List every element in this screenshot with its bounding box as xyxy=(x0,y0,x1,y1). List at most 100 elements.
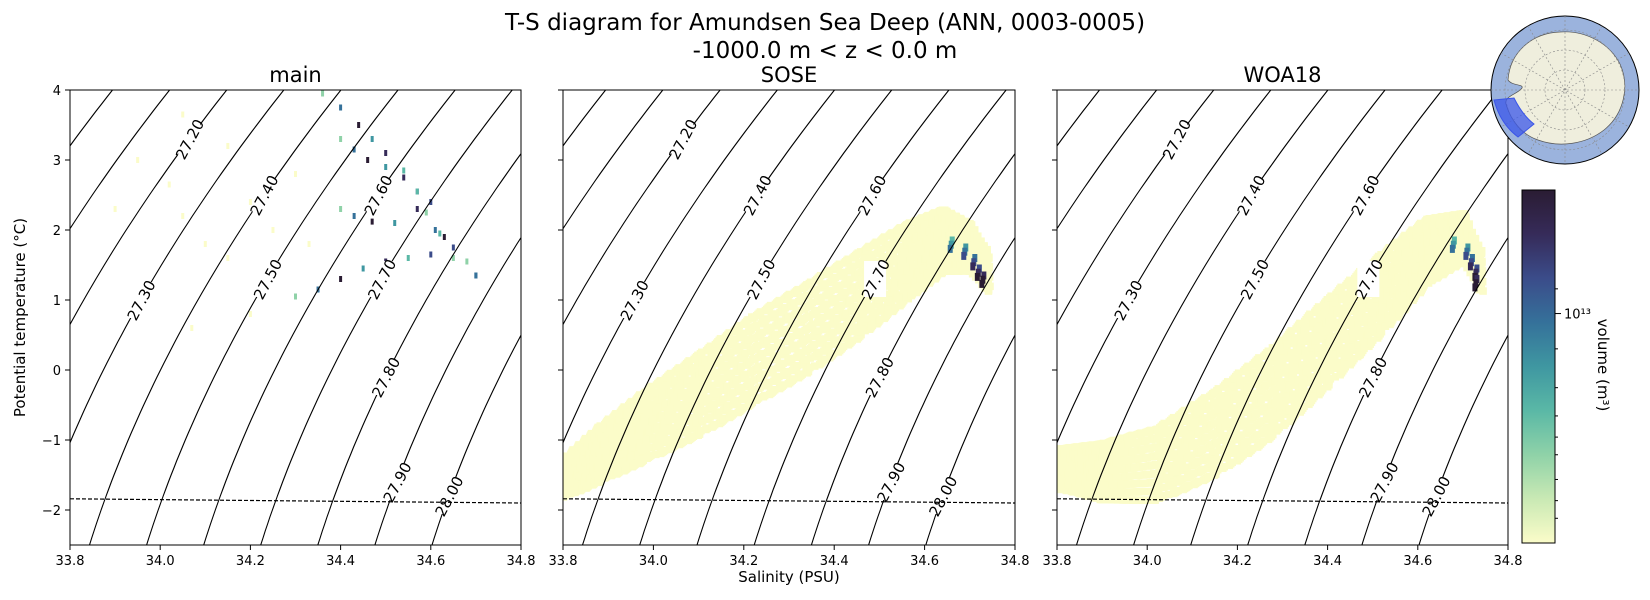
water-mass-cell xyxy=(603,466,611,474)
water-mass-cell xyxy=(910,244,918,252)
water-mass-cell xyxy=(1335,358,1344,367)
isopycnal-label-bg xyxy=(1353,177,1376,213)
isopycnal-label-bg xyxy=(1239,177,1262,213)
water-mass-cell xyxy=(563,485,572,494)
water-mass-cell xyxy=(1314,303,1323,311)
water-mass-cell xyxy=(952,214,961,222)
water-mass-cell xyxy=(945,267,954,275)
water-mass-cell xyxy=(671,376,679,384)
water-mass-cell xyxy=(1372,302,1381,311)
water-mass-cell xyxy=(1417,236,1425,244)
water-mass-cell xyxy=(850,283,859,291)
water-mass-cell xyxy=(804,333,813,342)
plot-area: 27.2027.3027.4027.5027.6027.7027.8027.90… xyxy=(1057,90,1508,545)
water-mass-cell xyxy=(917,257,925,266)
water-mass-cell xyxy=(638,455,646,463)
water-mass-cell xyxy=(1205,401,1214,410)
warm-core-cell xyxy=(1474,275,1480,283)
water-mass-cell xyxy=(1404,298,1413,306)
water-mass-cell xyxy=(884,240,893,249)
water-mass-cell xyxy=(837,301,846,310)
water-mass-cell xyxy=(947,260,956,268)
warm-core-cell xyxy=(1451,236,1457,245)
water-mass-cell xyxy=(1341,362,1350,371)
water-mass-cell xyxy=(1248,444,1257,453)
isopycnal-label-bg xyxy=(1361,359,1384,395)
water-mass-cell xyxy=(1434,271,1443,280)
water-mass-cell xyxy=(1312,337,1320,345)
water-mass-cell xyxy=(863,315,872,323)
map-meridian xyxy=(1527,25,1603,155)
isopycnal-line xyxy=(70,90,171,230)
water-mass-cell xyxy=(1120,449,1128,457)
water-mass-cell xyxy=(1255,354,1263,362)
water-mass-cell xyxy=(1182,444,1191,452)
heatmap-cell xyxy=(339,136,343,142)
water-mass-cell xyxy=(810,340,819,349)
water-mass-cell xyxy=(1189,469,1198,478)
water-mass-cell xyxy=(1232,423,1241,432)
water-mass-cell xyxy=(869,250,877,259)
water-mass-cell xyxy=(865,242,873,251)
x-tick-label: 34.6 xyxy=(416,554,445,569)
water-mass-cell xyxy=(647,382,656,391)
water-mass-cell xyxy=(779,359,787,368)
heatmap-cell xyxy=(415,206,419,212)
isopycnal-label-bg xyxy=(1243,261,1266,297)
water-mass-cell xyxy=(612,410,620,418)
water-mass-cell xyxy=(750,376,759,384)
water-mass-cell xyxy=(928,218,936,226)
isopycnal-line xyxy=(1057,90,1272,445)
water-mass-cell xyxy=(1068,476,1076,485)
water-mass-cell xyxy=(938,207,947,215)
water-mass-cell xyxy=(636,439,645,447)
water-mass-cell xyxy=(801,355,810,364)
heatmap-cell xyxy=(352,213,356,219)
water-mass-cell xyxy=(1234,369,1243,377)
water-mass-cell xyxy=(941,215,949,224)
water-mass-cell xyxy=(848,336,857,345)
water-mass-cell xyxy=(1478,277,1487,286)
warm-core-cell xyxy=(1467,262,1473,271)
warm-core-cell xyxy=(972,254,978,262)
water-mass-cell xyxy=(957,217,966,225)
heatmap-cell xyxy=(424,209,428,216)
water-mass-cell xyxy=(725,402,733,410)
water-mass-cell xyxy=(1418,250,1427,259)
water-mass-cell xyxy=(573,470,582,478)
isopycnal-label: 27.40 xyxy=(246,172,282,218)
water-mass-cell xyxy=(948,211,956,220)
water-mass-cell xyxy=(1090,454,1098,462)
isopycnal-label: 27.80 xyxy=(862,354,898,400)
isopycnal-label-bg xyxy=(746,177,769,213)
water-mass-cell xyxy=(1415,262,1423,270)
water-mass-cell xyxy=(961,261,970,269)
water-mass-cell xyxy=(880,233,889,241)
water-mass-cell xyxy=(1219,391,1227,400)
isopycnal-label-bg xyxy=(671,121,694,157)
water-mass-cell xyxy=(627,397,636,406)
water-mass-cell xyxy=(1293,354,1302,362)
water-mass-cell xyxy=(577,473,586,481)
water-mass-cell xyxy=(985,263,993,272)
water-mass-cell xyxy=(1477,249,1486,258)
axes-frame xyxy=(1056,89,1509,546)
water-mass-cell xyxy=(1274,370,1283,379)
warm-core-cell xyxy=(1472,283,1478,292)
water-mass-cell xyxy=(1226,418,1234,426)
water-mass-cell xyxy=(825,266,834,275)
water-mass-cell xyxy=(1079,472,1088,481)
water-mass-cell xyxy=(1103,481,1112,490)
water-mass-cell xyxy=(1478,268,1487,276)
water-mass-cell xyxy=(1194,457,1202,466)
water-mass-cell xyxy=(1057,485,1066,494)
water-mass-cell xyxy=(1341,290,1350,298)
water-mass-cell xyxy=(1223,451,1232,459)
heatmap-cell xyxy=(248,311,252,317)
water-mass-cell xyxy=(1060,475,1069,483)
water-mass-cell xyxy=(1159,491,1168,500)
water-mass-cell xyxy=(683,406,691,415)
water-mass-cell xyxy=(1080,484,1088,493)
water-mass-cell xyxy=(1409,241,1418,250)
water-mass-cell xyxy=(775,296,784,305)
